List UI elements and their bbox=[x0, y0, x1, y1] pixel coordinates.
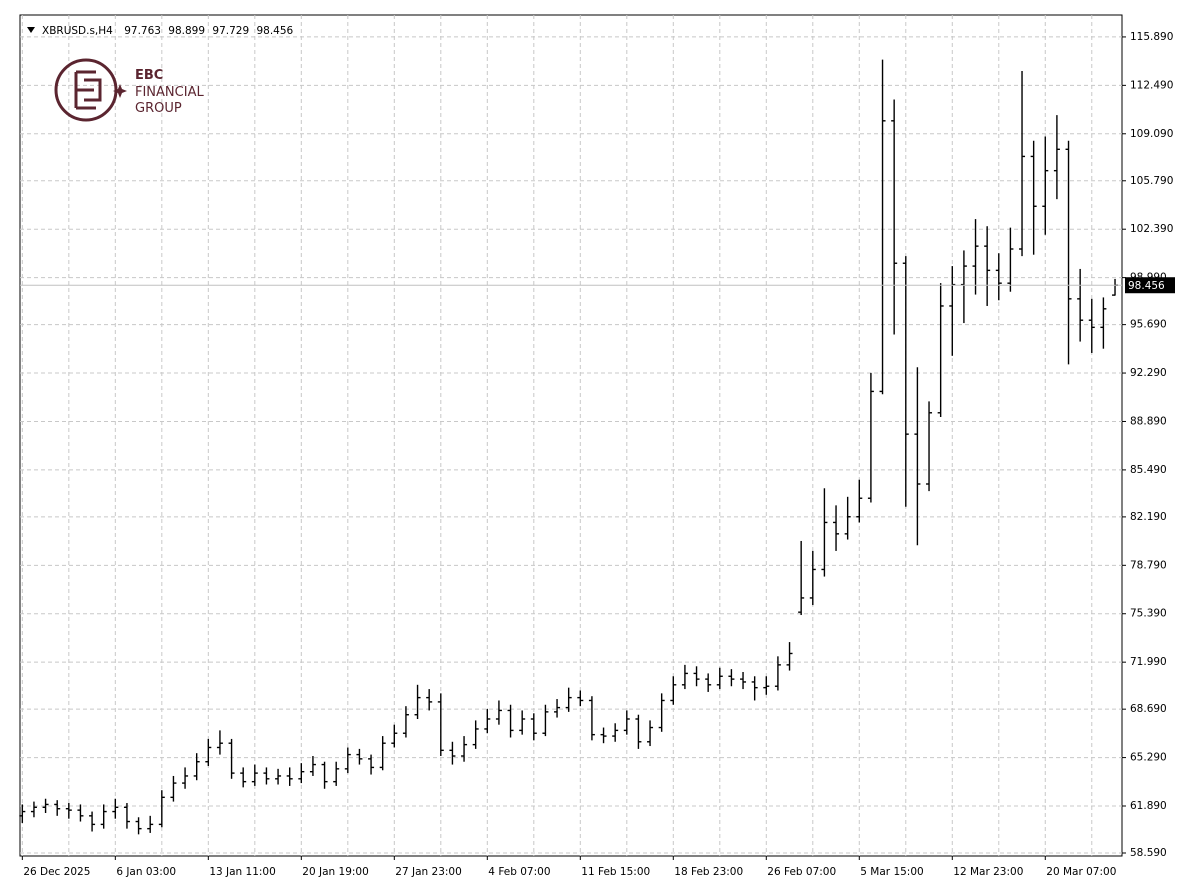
x-tick-label: 26 Feb 07:00 bbox=[767, 866, 836, 878]
y-tick-label: 92.290 bbox=[1130, 367, 1167, 379]
header-close: 98.456 bbox=[256, 25, 293, 37]
y-tick-label: 112.490 bbox=[1130, 79, 1173, 91]
x-tick-label: 5 Mar 15:00 bbox=[860, 866, 923, 878]
logo-star bbox=[113, 84, 127, 98]
x-tick-label: 11 Feb 15:00 bbox=[581, 866, 650, 878]
y-tick-label: 95.690 bbox=[1130, 319, 1167, 331]
logo-mark bbox=[74, 70, 102, 110]
y-tick-label: 58.590 bbox=[1130, 847, 1167, 859]
header-low: 97.729 bbox=[212, 25, 249, 37]
x-tick-label: 20 Mar 07:00 bbox=[1046, 866, 1116, 878]
dropdown-arrow[interactable] bbox=[27, 27, 35, 33]
x-tick-label: 27 Jan 23:00 bbox=[395, 866, 461, 878]
header-high: 98.899 bbox=[168, 25, 205, 37]
x-tick-label: 4 Feb 07:00 bbox=[488, 866, 550, 878]
symbol: XBRUSD.s,H4 bbox=[42, 25, 113, 37]
y-tick-label: 71.990 bbox=[1130, 656, 1167, 668]
y-tick-label: 88.890 bbox=[1130, 415, 1167, 427]
y-tick-label: 109.090 bbox=[1130, 128, 1173, 140]
logo-line: FINANCIAL bbox=[135, 85, 204, 100]
y-tick-label: 61.890 bbox=[1130, 800, 1167, 812]
logo: EBC FINANCIAL GROUP bbox=[54, 58, 204, 122]
x-tick-label: 20 Jan 19:00 bbox=[302, 866, 368, 878]
x-tick-label: 6 Jan 03:00 bbox=[116, 866, 176, 878]
logo-line: EBC bbox=[135, 68, 163, 83]
y-tick-label: 115.890 bbox=[1130, 31, 1173, 43]
x-tick-label: 12 Mar 23:00 bbox=[953, 866, 1023, 878]
price-label: 98.456 bbox=[1128, 280, 1165, 292]
y-tick-label: 82.190 bbox=[1130, 511, 1167, 523]
plot-frame bbox=[19, 14, 1123, 857]
bars bbox=[19, 59, 1119, 835]
x-tick-label: 13 Jan 11:00 bbox=[209, 866, 275, 878]
header-open: 97.763 bbox=[124, 25, 161, 37]
y-tick-label: 75.390 bbox=[1130, 608, 1167, 620]
chart-header: XBRUSD.s,H4 97.763 98.899 97.729 98.456 bbox=[42, 25, 294, 37]
x-tick-label: 18 Feb 23:00 bbox=[674, 866, 743, 878]
price-label-box bbox=[1125, 277, 1175, 294]
overlay: XBRUSD.s,H4 97.763 98.899 97.729 98.456 … bbox=[27, 25, 294, 122]
y-tick-label: 105.790 bbox=[1130, 175, 1173, 187]
y-tick-label: 68.690 bbox=[1130, 703, 1167, 715]
y-tick-label: 65.290 bbox=[1130, 752, 1167, 764]
logo-line: GROUP bbox=[135, 101, 182, 116]
y-tick-label: 85.490 bbox=[1130, 464, 1167, 476]
y-tick-label: 78.790 bbox=[1130, 559, 1167, 571]
x-tick-label: 26 Dec 2025 bbox=[23, 866, 90, 878]
y-tick-label: 102.390 bbox=[1130, 223, 1173, 235]
